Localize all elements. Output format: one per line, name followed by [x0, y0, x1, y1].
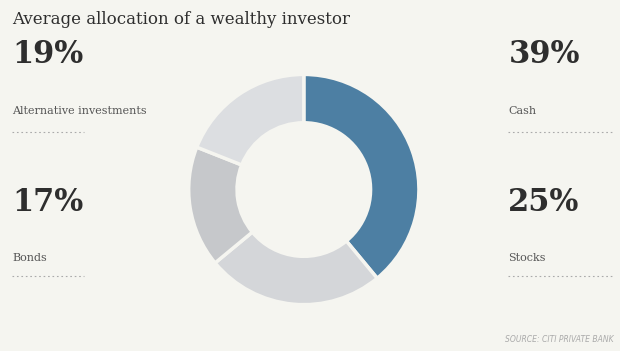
- Text: Bonds: Bonds: [12, 253, 47, 263]
- Wedge shape: [197, 74, 304, 165]
- Text: Stocks: Stocks: [508, 253, 546, 263]
- Text: 19%: 19%: [12, 39, 84, 70]
- Text: Alternative investments: Alternative investments: [12, 106, 147, 116]
- Text: Cash: Cash: [508, 106, 536, 116]
- Wedge shape: [215, 232, 377, 305]
- Text: SOURCE: CITI PRIVATE BANK: SOURCE: CITI PRIVATE BANK: [505, 335, 614, 344]
- Wedge shape: [304, 74, 419, 278]
- Text: 39%: 39%: [508, 39, 580, 70]
- Text: 17%: 17%: [12, 187, 84, 218]
- Text: Average allocation of a wealthy investor: Average allocation of a wealthy investor: [12, 11, 350, 27]
- Text: 25%: 25%: [508, 187, 580, 218]
- Wedge shape: [188, 147, 252, 263]
